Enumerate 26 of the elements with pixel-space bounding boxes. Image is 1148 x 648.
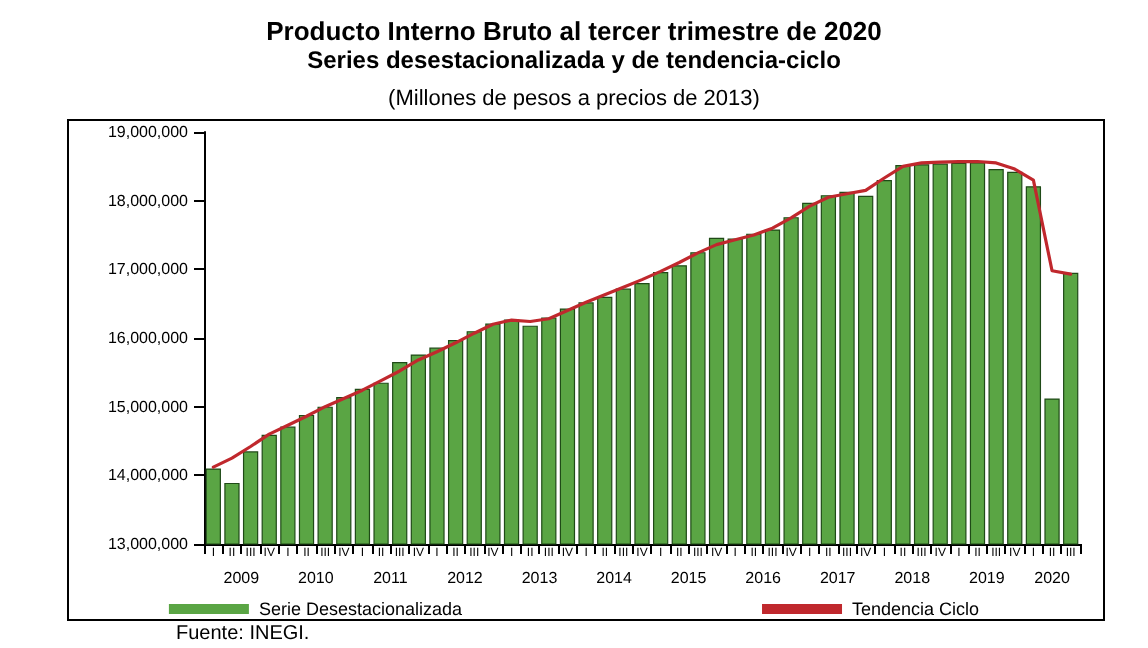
- line-series: [211, 159, 1073, 469]
- text: 2010: [298, 569, 335, 587]
- text: 2020: [1034, 569, 1071, 587]
- text: 2009: [223, 569, 261, 587]
- chart-subtitle: Series desestacionalizada y de tendencia-ciclo: [307, 46, 841, 74]
- text: 2012: [447, 569, 484, 587]
- text: 2013: [521, 569, 559, 587]
- y-tick-label: 16,000,000: [107, 329, 190, 347]
- y-tick-label: 15,000,000: [107, 397, 190, 416]
- text: 2011: [373, 569, 409, 587]
- text: 2014: [596, 569, 633, 587]
- text: (Millones de pesos a precios de 2013): [388, 87, 760, 111]
- y-tick-label: 18,000,000: [107, 191, 190, 210]
- chart-title: Producto Interno Bruto al tercer trimestre de 2020: [266, 16, 882, 46]
- text: 2019: [969, 569, 1006, 587]
- y-tick-label: 17,000,000: [107, 260, 190, 279]
- y-tick-label: 19,000,000: [107, 123, 190, 141]
- text: 2017: [819, 569, 857, 587]
- text: 2018: [894, 569, 932, 587]
- legend-label: Tendencia Ciclo: [852, 599, 980, 619]
- legend-label: Serie Desestacionalizada: [258, 599, 463, 619]
- y-tick-label: 14,000,000: [107, 466, 190, 485]
- source-note: Fuente: INEGI.: [176, 623, 310, 645]
- text: 2015: [670, 569, 708, 587]
- text: 2016: [745, 569, 783, 587]
- y-tick-label: 13,000,000: [107, 535, 190, 553]
